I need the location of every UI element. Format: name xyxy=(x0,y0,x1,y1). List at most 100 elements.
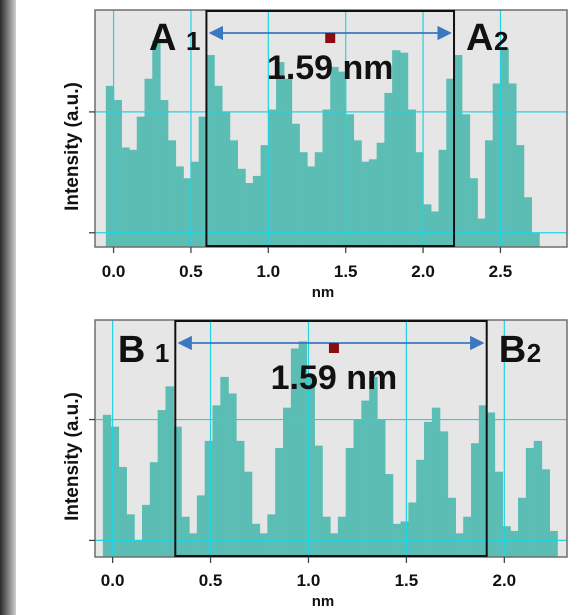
bar xyxy=(345,447,355,557)
bar xyxy=(245,183,254,247)
bar xyxy=(508,83,517,247)
bar xyxy=(229,140,238,247)
bar xyxy=(515,145,525,247)
bar xyxy=(157,410,167,557)
bar xyxy=(337,516,347,557)
bar xyxy=(204,440,214,557)
bar xyxy=(376,142,385,247)
panel-label-left: B xyxy=(118,329,145,371)
bar xyxy=(290,348,300,557)
bar xyxy=(447,497,456,557)
bar xyxy=(446,78,455,247)
chart-panel-a: 1.59 nmA 1 A 20.0 0.5 1.0 1.5 2.0 2.5nmIntensity… xyxy=(62,9,568,301)
bar xyxy=(149,462,159,557)
bar xyxy=(267,514,276,557)
bar xyxy=(345,114,355,247)
panel-label-right-sub: 2 xyxy=(494,26,508,56)
bar xyxy=(541,469,550,557)
bar xyxy=(478,405,488,557)
bar xyxy=(144,78,153,247)
bar xyxy=(198,116,208,248)
y-axis-label: Intensity (a.u.) xyxy=(62,82,83,211)
x-axis-label: nm xyxy=(312,284,335,301)
image-edge-strip xyxy=(0,0,16,615)
bar xyxy=(533,440,543,557)
bar xyxy=(152,40,161,248)
bar xyxy=(438,149,447,247)
bar xyxy=(173,426,182,557)
bar xyxy=(461,114,471,247)
bar xyxy=(463,516,472,557)
bar xyxy=(212,405,221,557)
center-marker xyxy=(328,343,339,353)
x-tick-label: 2.0 xyxy=(411,262,435,281)
distance-annotation: 1.59 nm xyxy=(271,359,398,397)
bar xyxy=(102,414,112,557)
bar xyxy=(502,526,511,557)
bar xyxy=(237,168,246,247)
bar xyxy=(424,421,433,557)
bar xyxy=(299,152,308,247)
bar xyxy=(330,66,339,247)
bar xyxy=(259,533,268,557)
bar xyxy=(523,197,533,247)
bar xyxy=(283,78,293,247)
x-axis-label: nm xyxy=(312,593,335,610)
bar xyxy=(384,92,393,247)
bar xyxy=(549,530,558,557)
x-tick-label: 2.0 xyxy=(493,571,517,590)
bar xyxy=(353,419,362,557)
bar xyxy=(525,447,535,557)
bar xyxy=(136,116,146,248)
bar xyxy=(189,533,198,557)
bar xyxy=(455,533,464,557)
x-tick-label: 1.0 xyxy=(297,571,321,590)
bar xyxy=(322,516,331,557)
bar xyxy=(492,83,502,247)
panel-label-left: A xyxy=(149,17,176,59)
bar xyxy=(275,447,284,557)
bar xyxy=(531,232,540,247)
bar xyxy=(407,109,416,247)
bar xyxy=(423,204,432,247)
bar xyxy=(183,178,192,247)
panel-label-right: A xyxy=(466,17,493,59)
bar xyxy=(206,55,215,247)
bar xyxy=(314,152,324,247)
x-tick-label: 1.5 xyxy=(395,571,419,590)
bar xyxy=(276,62,285,247)
center-marker xyxy=(325,33,336,43)
x-tick-label: 1.5 xyxy=(334,262,358,281)
bar xyxy=(430,211,440,247)
x-tick-label: 0.5 xyxy=(199,571,223,590)
bar xyxy=(129,149,138,247)
bar xyxy=(431,407,441,557)
bar xyxy=(361,161,370,247)
period-box xyxy=(205,10,456,247)
bar xyxy=(494,471,503,557)
bar xyxy=(298,341,308,557)
bar xyxy=(469,178,478,247)
bar xyxy=(322,109,331,247)
bar xyxy=(167,140,177,247)
bar xyxy=(118,466,127,557)
bar xyxy=(306,374,315,557)
bar xyxy=(221,111,231,247)
bar xyxy=(243,471,253,557)
bar xyxy=(330,533,339,557)
bar xyxy=(518,497,527,557)
panel-label-right: B xyxy=(499,329,526,371)
bar xyxy=(408,502,417,557)
bar xyxy=(454,55,463,247)
bar xyxy=(291,123,300,247)
panel-label-left-sub: 1 xyxy=(186,26,200,56)
bar xyxy=(283,407,292,557)
bar xyxy=(471,443,480,557)
bar xyxy=(368,159,378,247)
bar xyxy=(377,419,386,557)
bar xyxy=(314,445,323,557)
bar xyxy=(353,140,362,247)
x-tick-label: 1.0 xyxy=(257,262,281,281)
